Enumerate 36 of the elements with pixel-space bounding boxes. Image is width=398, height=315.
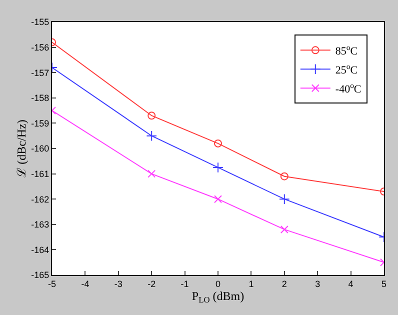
legend-label: 25$^{o}$C: [335, 62, 358, 76]
point: [148, 170, 156, 178]
y-tick-label: -161: [31, 168, 50, 179]
x-tick-label: -3: [114, 278, 122, 289]
point: [148, 112, 156, 120]
x-tick-label: 4: [348, 278, 354, 289]
y-tick-label: -156: [31, 42, 50, 52]
y-tick-label: -165: [31, 270, 50, 280]
y-tick-label: -157: [31, 68, 50, 78]
legend-label: 85$^{o}$C: [335, 42, 358, 58]
y-tick-label: -155: [31, 17, 50, 28]
point: [279, 194, 290, 204]
x-tick-label: 0: [215, 278, 221, 289]
point: [212, 162, 224, 173]
point: [146, 130, 157, 142]
x-tick-label: -5: [48, 278, 56, 289]
point: [280, 172, 288, 180]
y-tick-label: -160: [31, 144, 50, 154]
y-axis-title: ℒ (dBc/Hz): [14, 120, 28, 178]
x-tick-label: 5: [381, 278, 387, 289]
point: [214, 195, 222, 204]
x-axis-title: P$_{LO}$ (dBm): [192, 288, 244, 304]
y-tick-label: -162: [31, 194, 50, 204]
x-tick-label: 1: [248, 278, 254, 289]
x-tick-label: 2: [282, 278, 287, 289]
x-tick-label: -4: [81, 278, 90, 289]
y-tick-label: -163: [31, 220, 50, 230]
x-tick-label: -2: [148, 278, 156, 289]
x-tick-label: 3: [315, 278, 320, 289]
point: [214, 139, 222, 148]
y-tick-label: -158: [31, 93, 50, 104]
y-tick-label: -164: [31, 244, 50, 255]
point: [280, 225, 288, 234]
legend-label: -40$^{o}$C: [335, 80, 362, 96]
y-tick-label: -159: [31, 118, 50, 128]
x-tick-label: -1: [180, 278, 189, 289]
